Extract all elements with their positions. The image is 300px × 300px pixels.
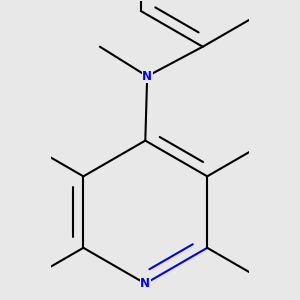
Text: N: N bbox=[142, 70, 152, 83]
Text: N: N bbox=[140, 277, 150, 290]
